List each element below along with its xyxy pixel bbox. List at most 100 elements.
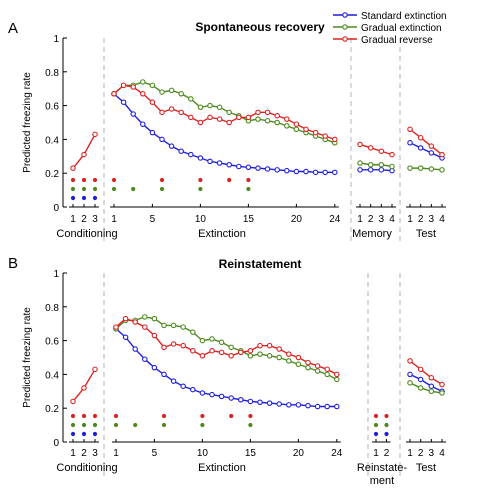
x-tick-label: 3 [92, 214, 98, 225]
data-point-red [264, 109, 271, 116]
stimulus-dot-green [131, 186, 136, 192]
data-point-red [81, 151, 87, 158]
data-point-red [247, 347, 254, 354]
data-point-blue [199, 390, 206, 396]
x-tick-label: 1 [357, 214, 363, 225]
data-point-blue [286, 402, 292, 408]
data-point-blue [357, 167, 363, 173]
data-point-blue [142, 356, 148, 362]
data-point-red [378, 148, 385, 154]
data-point-red [324, 366, 330, 373]
data-point-red [439, 381, 445, 388]
data-point-blue [170, 378, 177, 384]
data-point-red [305, 359, 311, 366]
x-tick-label: 1 [373, 448, 379, 459]
data-point-red [209, 347, 215, 354]
data-point-green [389, 163, 395, 170]
data-point-blue [295, 402, 302, 408]
data-point-blue [322, 169, 328, 176]
data-point-blue [378, 167, 385, 173]
data-point-blue [255, 165, 261, 171]
data-point-blue [197, 155, 204, 161]
data-point-blue [151, 364, 158, 371]
data-point-red [367, 145, 374, 151]
data-point-blue [407, 140, 413, 146]
data-point-red [149, 99, 156, 105]
series-line-green [359, 162, 393, 168]
x-tick-label: 3 [429, 214, 435, 225]
data-point-red [142, 324, 148, 330]
legend-label: Standard extinction [361, 11, 447, 22]
phase-label-line: Reinstate- [357, 462, 407, 474]
x-tick-label: 10 [197, 448, 209, 459]
stimulus-dot-green [92, 186, 98, 192]
data-point-blue [417, 145, 424, 151]
stimulus-dot-green [161, 422, 167, 428]
data-point-green [209, 336, 215, 342]
data-point-red [407, 126, 413, 133]
data-point-green [324, 371, 330, 378]
data-point-green [170, 322, 177, 329]
data-point-red [245, 114, 252, 121]
data-point-green [284, 123, 290, 129]
stimulus-dot-red [70, 177, 76, 183]
series-line-blue [409, 142, 443, 159]
data-point-red [218, 349, 225, 356]
data-point-green [276, 354, 282, 361]
data-point-red [178, 109, 184, 116]
data-point-green [257, 351, 263, 357]
data-point-red [226, 119, 232, 126]
data-point-blue [190, 386, 196, 393]
data-point-green [439, 390, 445, 396]
data-point-blue [367, 167, 374, 173]
chart-title: Reinstatement [219, 257, 302, 271]
data-point-blue [218, 393, 225, 400]
data-point-red [312, 129, 319, 136]
data-point-blue [312, 169, 319, 176]
y-axis-label: Predicted freezing rate [22, 307, 33, 408]
data-point-red [286, 351, 292, 357]
phase-label-line: Extinction [198, 462, 246, 474]
data-point-green [161, 322, 167, 329]
data-point-blue [207, 158, 213, 165]
panel-letter: B [8, 255, 18, 272]
data-point-blue [168, 143, 175, 149]
data-point-blue [284, 167, 290, 174]
data-point-red [122, 315, 129, 322]
data-point-red [170, 341, 177, 347]
phase-label-line: ment [370, 475, 394, 487]
data-point-blue [161, 371, 167, 378]
x-tick-label: 5 [150, 214, 156, 225]
data-point-green [407, 165, 413, 171]
stimulus-dot-green [384, 422, 389, 428]
data-point-red [130, 84, 136, 90]
x-tick-label: 1 [407, 448, 413, 459]
stimulus-dot-green [92, 422, 98, 428]
data-point-red [236, 114, 242, 121]
stimulus-dot-green [113, 422, 119, 428]
data-point-blue [274, 167, 280, 173]
data-point-blue [245, 164, 252, 171]
y-tick-label: 0 [53, 203, 59, 214]
data-point-blue [332, 169, 338, 176]
data-point-red [180, 342, 186, 349]
data-point-red [257, 342, 263, 349]
series-line-green [115, 316, 338, 381]
legend-label: Gradual extinction [361, 23, 442, 34]
series-line-red [359, 143, 393, 156]
data-point-red [266, 342, 273, 349]
panel-letter: A [8, 20, 18, 37]
phase-label-line: Extinction [198, 228, 246, 240]
x-tick-label: 1 [113, 448, 119, 459]
data-point-red [332, 136, 338, 143]
data-point-red [407, 358, 413, 364]
data-point-blue [226, 162, 232, 168]
data-point-blue [228, 395, 234, 401]
data-point-green [226, 109, 232, 116]
data-point-green [159, 89, 165, 95]
stimulus-dot-green [70, 422, 76, 428]
data-point-red [140, 91, 146, 97]
x-tick-label: 2 [368, 214, 374, 225]
y-tick-label: 0.8 [45, 303, 59, 314]
